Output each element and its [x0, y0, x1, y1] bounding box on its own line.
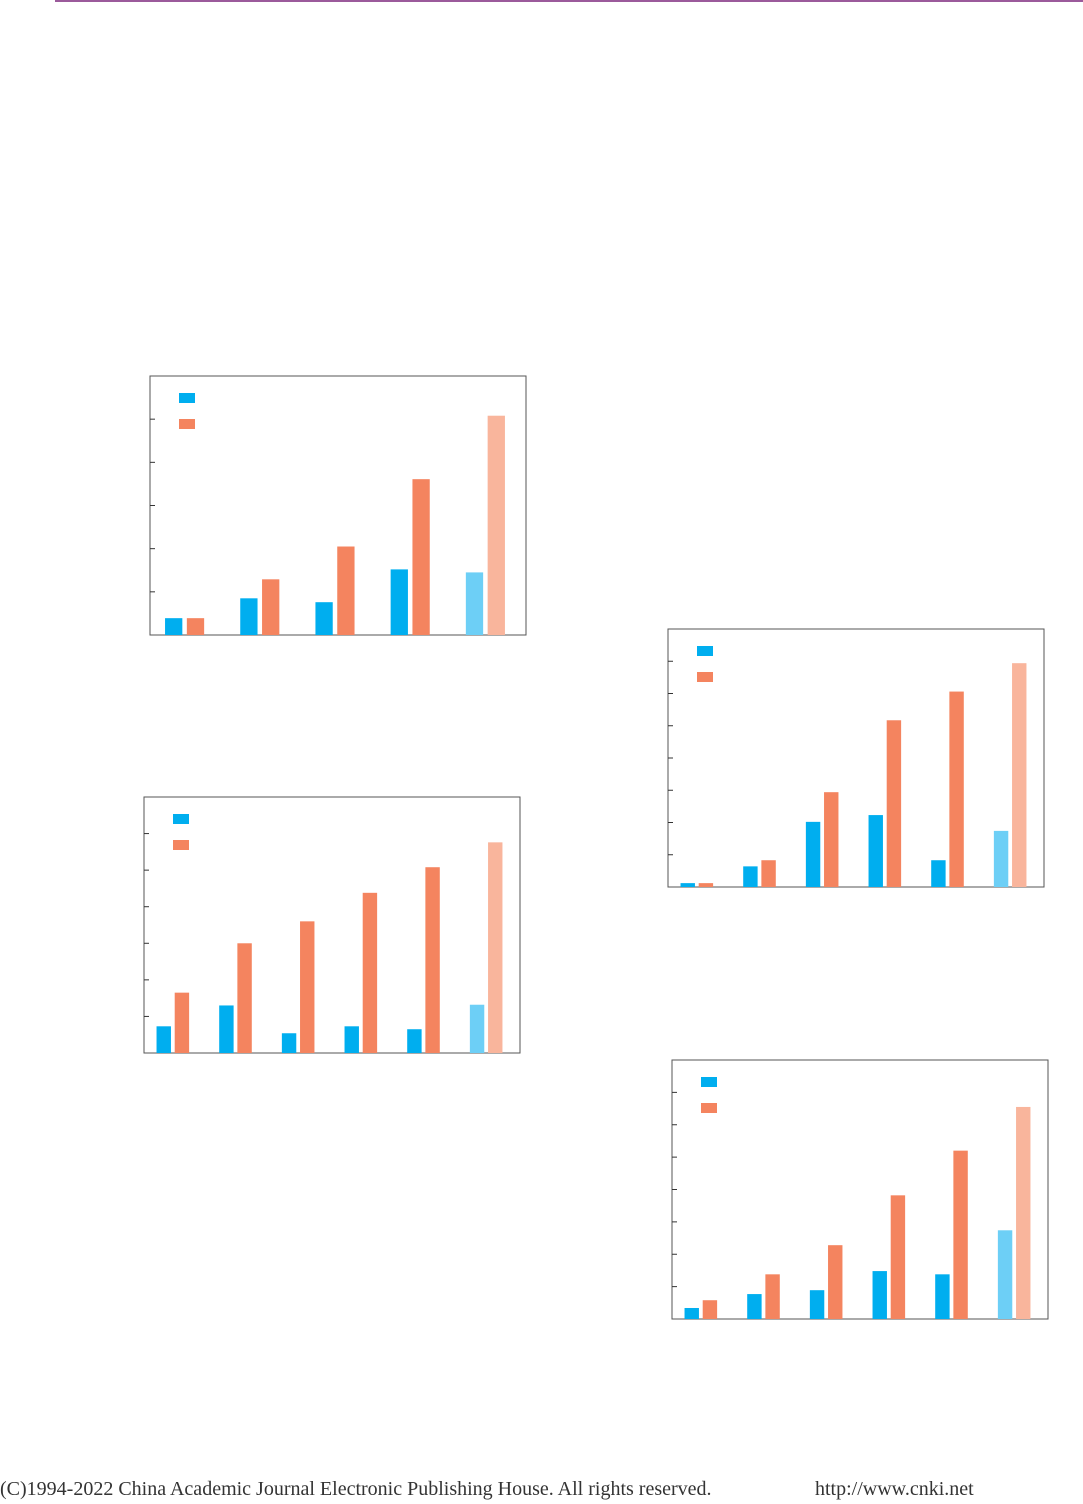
bar: [702, 1300, 718, 1319]
bar: [315, 602, 333, 635]
bar: [680, 883, 695, 887]
bar: [465, 572, 484, 635]
bar: [997, 1230, 1013, 1319]
bar: [488, 842, 503, 1053]
bar: [1016, 1106, 1031, 1319]
bar: [698, 883, 714, 887]
bar: [407, 1029, 422, 1053]
legend-swatch: [179, 393, 195, 403]
bar: [390, 569, 408, 635]
legend-swatch: [173, 814, 189, 824]
bar: [262, 579, 280, 635]
legend-swatch: [701, 1103, 717, 1113]
bar: [743, 866, 758, 887]
bar: [1012, 663, 1027, 887]
bar: [765, 1274, 780, 1319]
bar: [412, 479, 430, 635]
bar: [237, 943, 252, 1053]
bar: [281, 1033, 297, 1053]
bar: [761, 860, 776, 887]
bar: [828, 1245, 843, 1319]
bar: [344, 1026, 359, 1053]
bar: [886, 720, 902, 887]
bar: [935, 1274, 950, 1319]
bar: [809, 1290, 825, 1319]
bar: [747, 1294, 762, 1319]
bar: [872, 1271, 887, 1319]
bar: [684, 1307, 699, 1319]
bar: [300, 921, 315, 1053]
bar: [165, 618, 183, 635]
bar: [868, 815, 883, 887]
bar: [174, 992, 190, 1053]
legend-swatch: [173, 840, 189, 850]
plot-frame: [667, 628, 1045, 888]
legend-swatch: [701, 1077, 717, 1087]
bar: [824, 792, 839, 887]
bar: [469, 1004, 485, 1053]
bar: [890, 1195, 906, 1319]
bar: [993, 830, 1009, 887]
bar: [949, 691, 964, 887]
footer-copyright: (C)1994-2022 China Academic Journal Elec…: [0, 1478, 712, 1500]
legend-swatch: [179, 419, 195, 429]
bar: [362, 892, 378, 1053]
bar: [487, 415, 505, 635]
footer-url: http://www.cnki.net: [815, 1478, 974, 1500]
legend-swatch: [697, 646, 713, 656]
plot-frame: [143, 796, 521, 1054]
bar: [953, 1150, 968, 1319]
bar: [425, 867, 440, 1053]
bar: [219, 1005, 234, 1053]
bar: [337, 546, 355, 635]
plot-frame: [671, 1059, 1049, 1320]
bar: [805, 821, 821, 887]
bar: [240, 598, 258, 635]
legend-swatch: [697, 672, 713, 682]
bar: [186, 618, 205, 635]
bar: [931, 860, 946, 887]
bar: [156, 1026, 171, 1053]
